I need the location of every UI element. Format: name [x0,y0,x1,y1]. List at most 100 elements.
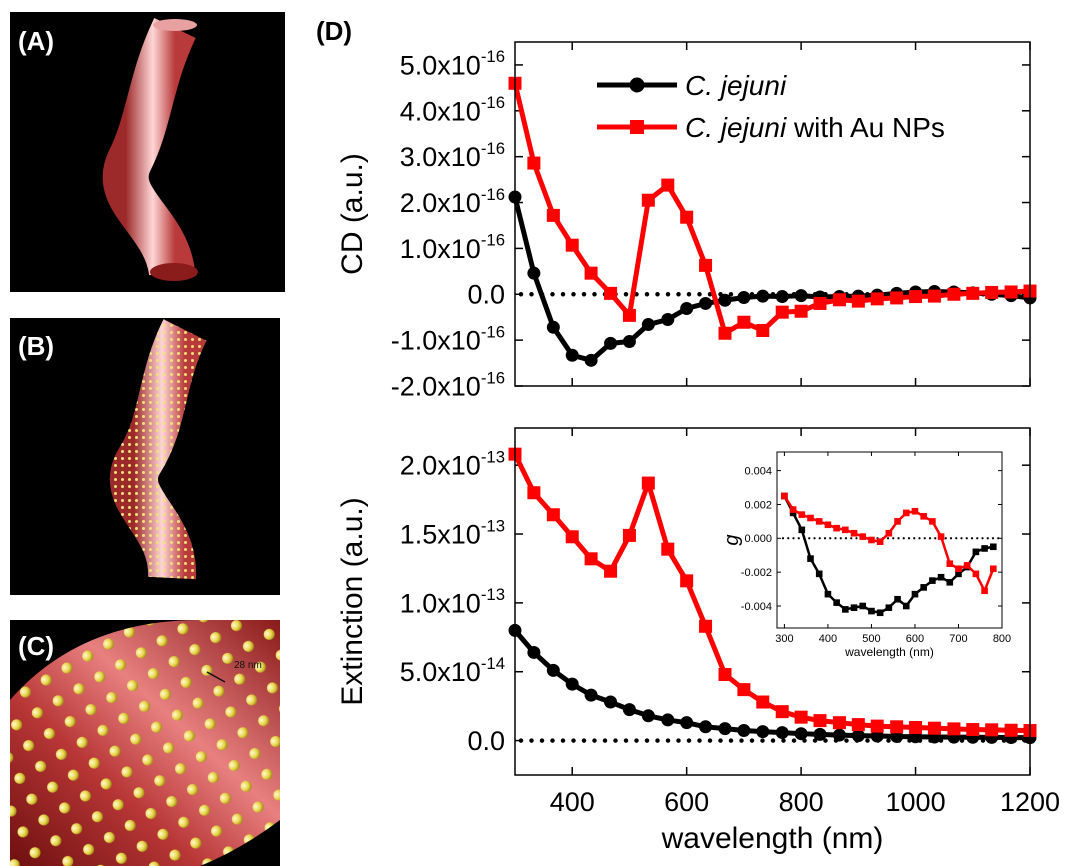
marker [938,574,945,581]
y-tick-label: 5.0x10-16 [400,47,505,80]
marker [661,313,674,326]
marker [527,267,540,280]
tube-end [153,19,197,31]
y-tick-label: 4.0x10-16 [400,93,505,126]
marker [990,543,997,550]
marker [852,295,865,308]
y-tick-label: 0.004 [744,465,772,477]
marker [585,689,598,702]
marker [833,525,840,532]
marker [871,292,884,305]
marker [680,716,693,729]
marker [909,721,922,734]
marker [799,511,806,518]
marker [527,646,540,659]
marker [737,291,750,304]
marker [585,354,598,367]
marker [799,527,806,534]
marker [981,587,988,594]
y-tick-label: -1.0x10-16 [391,322,505,355]
marker [604,287,617,300]
marker [604,565,617,578]
marker [886,530,893,537]
marker [985,723,998,736]
marker [920,584,927,591]
marker [527,157,540,170]
marker [868,537,875,544]
marker [852,718,865,731]
marker [776,306,789,319]
marker [955,565,962,572]
marker [929,577,936,584]
marker [966,723,979,736]
marker [623,335,636,348]
marker [890,291,903,304]
marker [756,696,769,709]
y-axis-title: Extinction (a.u.) [336,497,369,705]
marker [833,729,846,742]
x-axis-title: wavelength (nm) [844,645,934,659]
marker [851,604,858,611]
marker [547,321,560,334]
marker [825,521,832,528]
marker [737,683,750,696]
legend-marker [630,120,644,134]
x-tick-label: 1000 [886,787,946,817]
series-line [515,630,1030,737]
marker [776,705,789,718]
y-tick-label: -0.004 [741,601,772,613]
panel-label: (A) [18,26,54,56]
x-tick-label: 600 [906,633,924,645]
marker [807,515,814,522]
marker [981,545,988,552]
marker [623,703,636,716]
marker [604,337,617,350]
marker [719,294,732,307]
marker [547,508,560,521]
marker [566,349,579,362]
marker [938,533,945,540]
scale-annotation: 28 nm [234,660,262,671]
x-tick-label: 400 [550,787,595,817]
y-tick-label: 1.0x10-16 [400,231,505,264]
marker [737,724,750,737]
marker [680,211,693,224]
marker [623,529,636,542]
panel-label: (D) [316,16,352,46]
marker [699,720,712,733]
marker [903,603,910,610]
marker [1005,285,1018,298]
y-tick-label: 0.000 [744,533,772,545]
y-axis-title: CD (a.u.) [336,153,369,275]
marker [737,316,750,329]
y-tick-label: 0.0 [467,280,505,310]
marker [795,305,808,318]
marker [877,538,884,545]
marker [859,533,866,540]
marker [886,604,893,611]
marker [816,518,823,525]
marker [894,518,901,525]
marker [756,290,769,303]
y-tick-label: 5.0x10-14 [400,654,505,687]
marker [795,727,808,740]
marker [699,297,712,310]
y-tick-label: 0.002 [744,499,772,511]
marker [795,711,808,724]
legend-label: C. jejuni [685,70,787,101]
marker [833,293,846,306]
marker [1005,724,1018,737]
marker [813,714,826,727]
marker [566,530,579,543]
marker [807,555,814,562]
marker [833,716,846,729]
marker [790,506,797,513]
marker [912,508,919,515]
marker [527,486,540,499]
marker [973,549,980,556]
marker [909,290,922,303]
y-tick-label: 2.0x10-16 [400,185,505,218]
panel-label: (B) [18,331,54,361]
x-tick-label: 800 [779,787,824,817]
marker [585,267,598,280]
